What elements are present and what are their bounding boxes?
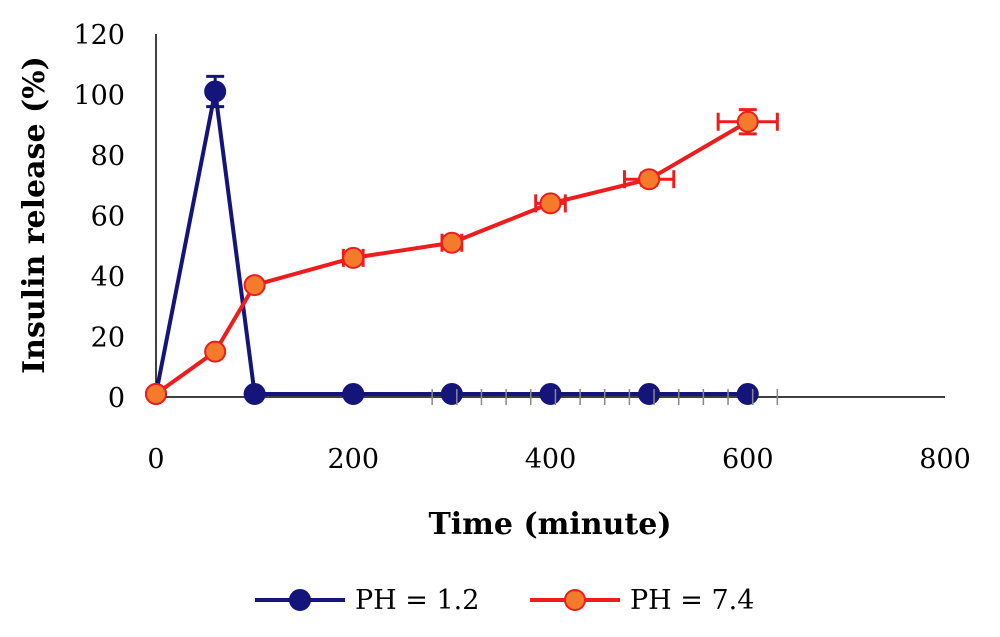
y-tick-label: 100 <box>73 81 125 112</box>
x-tick-label: 800 <box>919 444 971 475</box>
x-tick-label: 0 <box>147 444 164 475</box>
x-tick-label: 200 <box>327 444 379 475</box>
data-point <box>736 110 759 133</box>
data-point <box>145 382 167 405</box>
x-minor-ticks <box>431 389 779 405</box>
data-point <box>736 382 759 405</box>
data-point <box>539 382 562 405</box>
legend: PH = 1.2 PH = 7.4 <box>255 585 754 616</box>
series-layer <box>145 74 779 405</box>
data-point <box>638 382 661 405</box>
y-tick-labels: 0 20 40 60 80 100 120 <box>73 20 125 414</box>
data-point <box>243 382 266 405</box>
y-tick-label: 20 <box>91 323 125 354</box>
y-axis-title: Insulin release (%) <box>17 56 52 374</box>
data-point <box>440 231 463 254</box>
x-tick-labels: 0 200 400 600 800 <box>147 444 970 475</box>
data-point <box>342 382 365 405</box>
data-point <box>342 246 365 269</box>
data-point <box>539 192 562 215</box>
y-tick-label: 80 <box>91 141 125 172</box>
legend-marker <box>564 589 586 611</box>
axes <box>155 34 945 398</box>
series-line <box>154 119 749 396</box>
y-tick-label: 60 <box>91 202 125 233</box>
data-point <box>204 80 227 103</box>
legend-marker <box>289 589 311 611</box>
legend-label: PH = 7.4 <box>630 585 754 616</box>
legend-label: PH = 1.2 <box>355 585 479 616</box>
x-tick-label: 400 <box>525 444 577 475</box>
y-tick-label: 40 <box>91 262 125 293</box>
y-tick-label: 0 <box>108 383 125 414</box>
series-line <box>154 89 748 396</box>
x-axis-title: Time (minute) <box>428 507 671 542</box>
data-point <box>204 340 227 363</box>
data-point <box>243 274 266 297</box>
series-0 <box>145 74 759 405</box>
series-1 <box>145 108 779 405</box>
data-point <box>638 168 661 191</box>
data-point <box>440 382 463 405</box>
y-tick-label: 120 <box>73 20 125 51</box>
legend-item: PH = 7.4 <box>530 585 754 616</box>
x-tick-label: 600 <box>722 444 774 475</box>
legend-item: PH = 1.2 <box>255 585 479 616</box>
